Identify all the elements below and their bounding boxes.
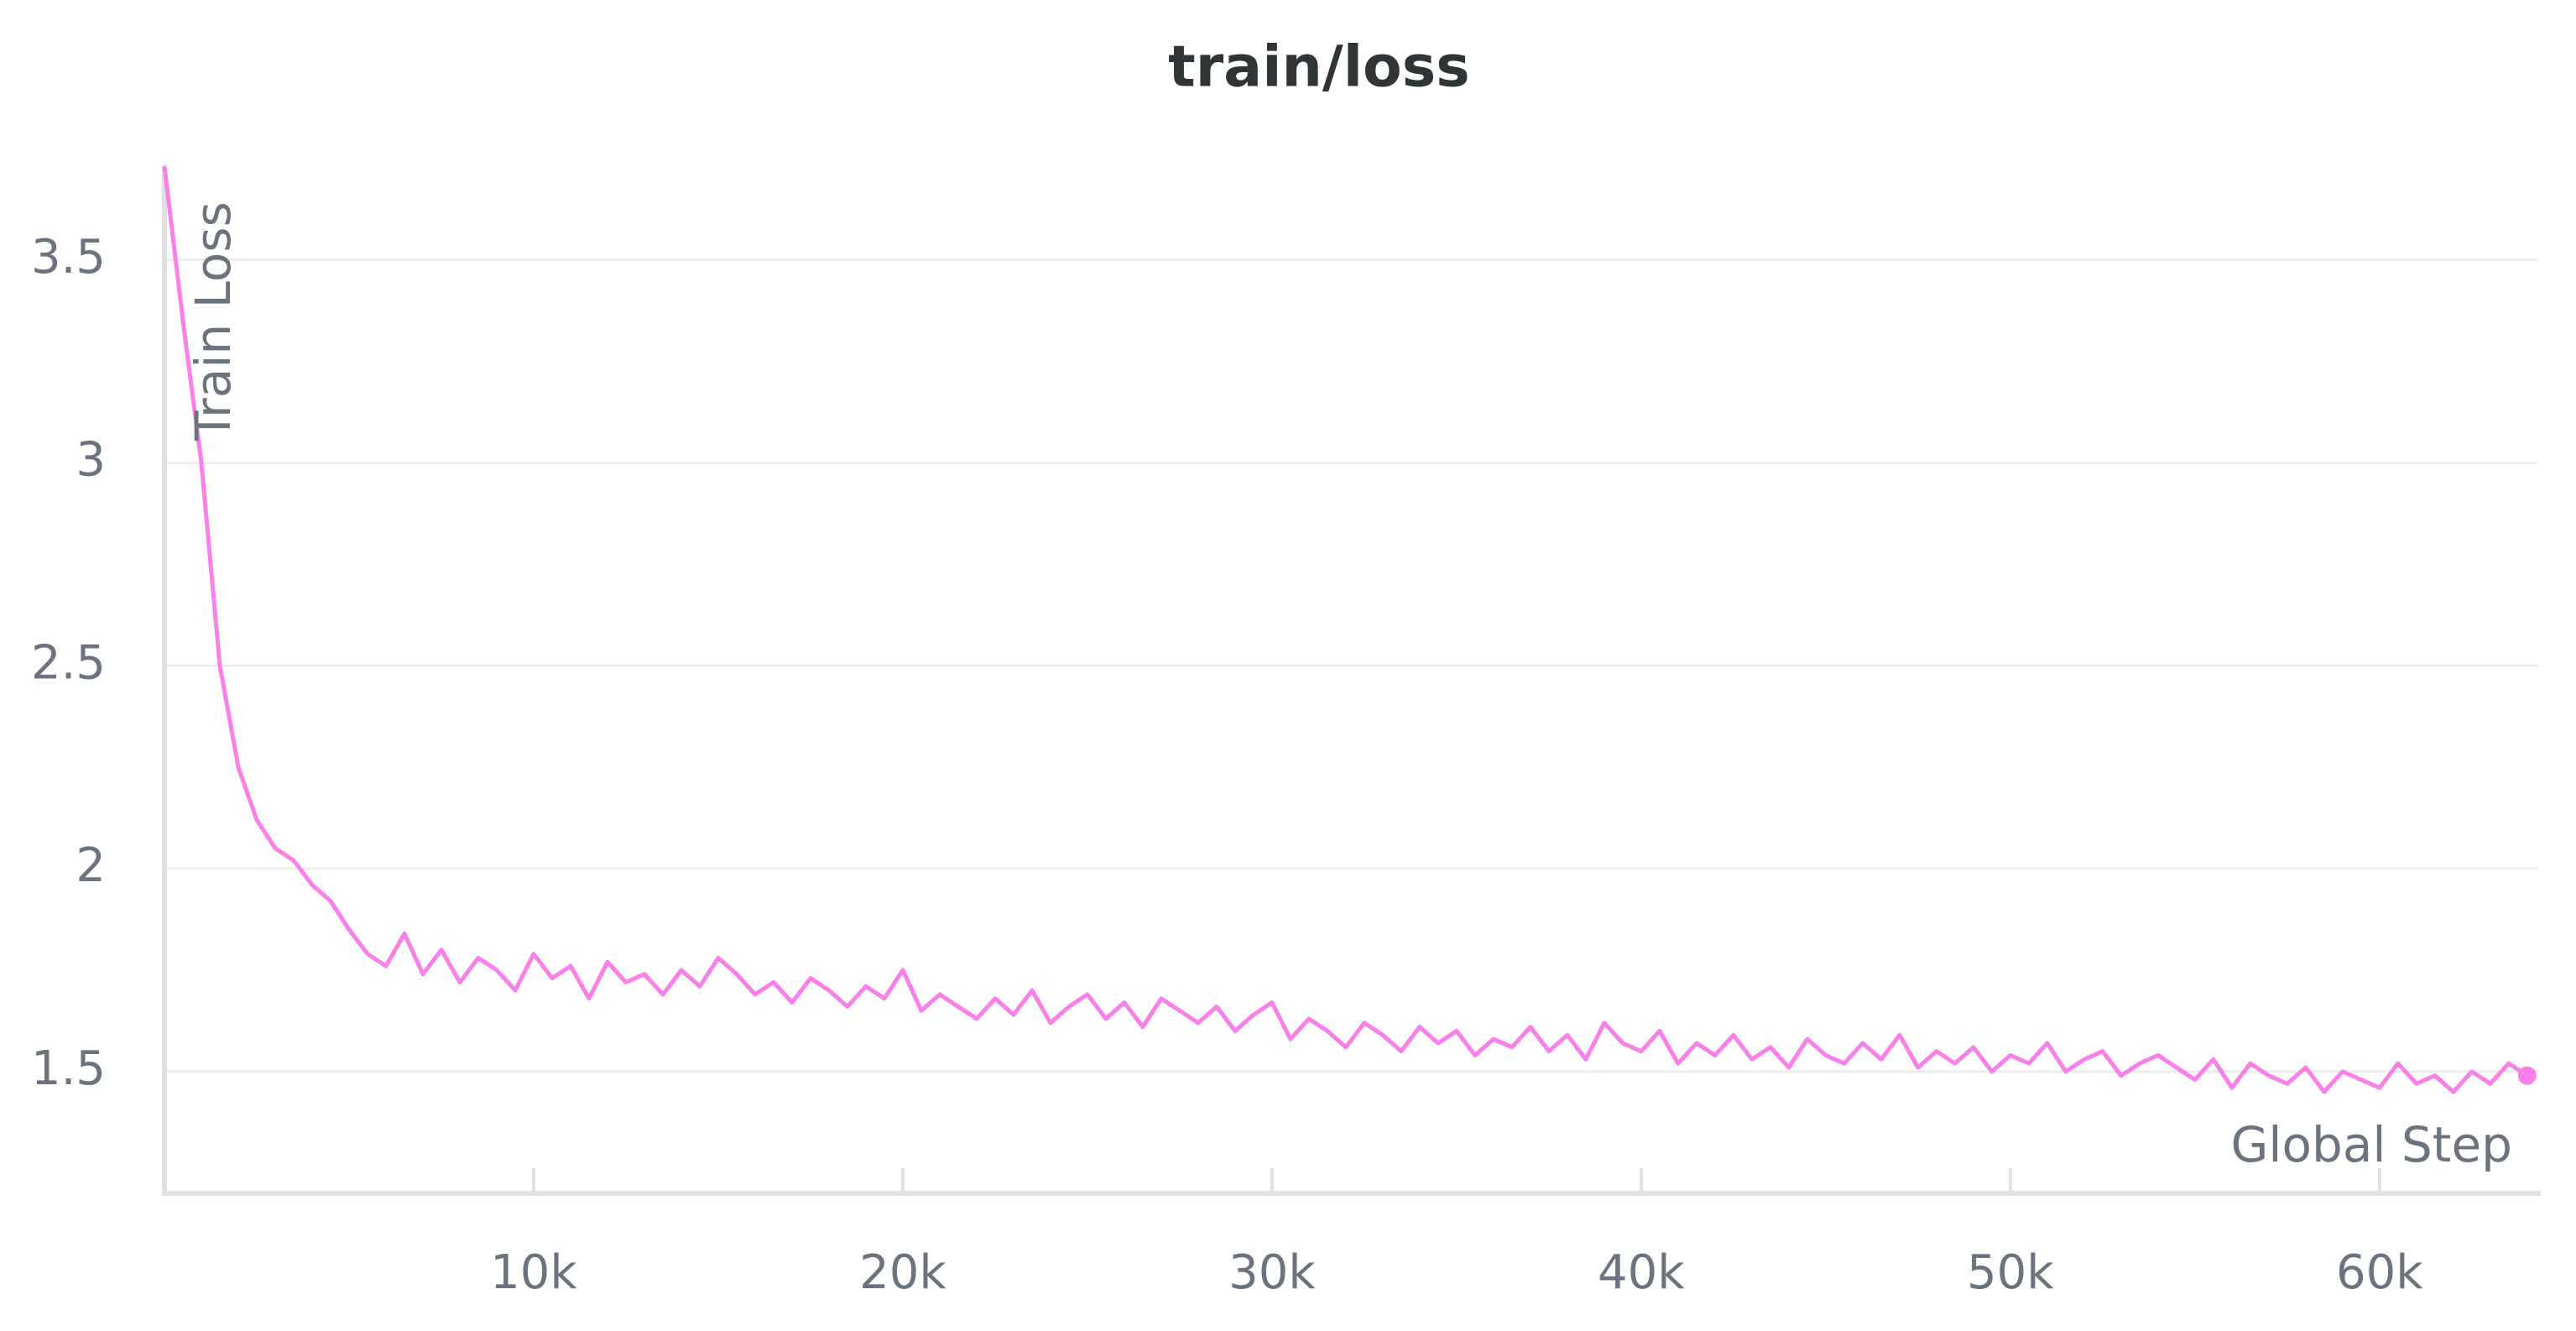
y-axis-label: Train Loss [185, 201, 242, 441]
x-tick-label: 20k [859, 1245, 946, 1300]
x-tick-label: 60k [2336, 1245, 2423, 1300]
y-tick-label: 2.5 [31, 635, 106, 690]
y-tick-label: 1.5 [31, 1041, 106, 1096]
marks [162, 166, 2537, 1094]
chart-title: train/loss [1168, 34, 1469, 101]
x-axis-label: Global Step [2230, 1116, 2512, 1173]
x-tick-label: 10k [490, 1245, 577, 1300]
y-tick-label: 2 [76, 838, 106, 893]
x-tick-label: 40k [1598, 1245, 1685, 1300]
loss-line [162, 166, 2529, 1094]
last-point [2517, 1066, 2537, 1085]
grid [164, 258, 2538, 1192]
x-tick-label: 30k [1228, 1245, 1316, 1300]
y-tick-label: 3 [76, 433, 106, 488]
x-tick-label: 50k [1967, 1245, 2054, 1300]
y-tick-label: 3.5 [31, 230, 106, 284]
